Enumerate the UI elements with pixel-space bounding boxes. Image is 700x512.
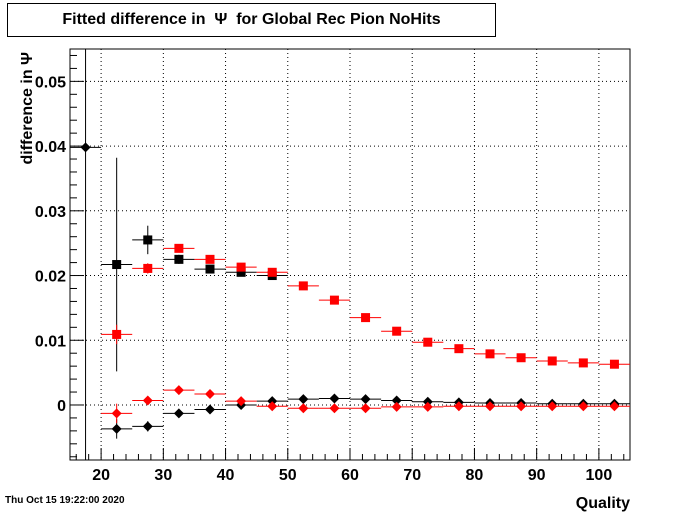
square-marker [236, 267, 246, 277]
diamond-marker [578, 401, 589, 412]
diamond-marker [422, 401, 433, 412]
diamond-marker [80, 142, 91, 153]
square-marker [547, 356, 557, 366]
y-tick-label: 0.02 [35, 269, 66, 286]
square-marker [361, 313, 371, 323]
axis-ticks [70, 54, 625, 460]
square-marker [267, 267, 277, 277]
square-marker [112, 260, 122, 270]
diamond-marker [453, 401, 464, 412]
diamond-marker [111, 423, 122, 434]
diamond-marker [422, 396, 433, 407]
square-marker [485, 349, 495, 359]
diamond-marker [391, 401, 402, 412]
square-marker [143, 263, 153, 273]
square-marker [236, 262, 246, 272]
square-marker [454, 344, 464, 354]
diamond-marker [360, 403, 371, 414]
timestamp: Thu Oct 15 19:22:00 2020 [5, 495, 125, 506]
y-tick-label: 0.03 [35, 204, 66, 221]
x-tick-label: 100 [586, 467, 613, 484]
x-tick-label: 90 [528, 467, 546, 484]
square-marker [174, 254, 184, 264]
diamond-marker [329, 403, 340, 414]
diamond-marker [111, 408, 122, 419]
diamond-marker [173, 408, 184, 419]
chart-title: Fitted difference in Ψ for Global Rec Pi… [7, 3, 496, 37]
square-marker [174, 243, 184, 253]
x-tick-label: 20 [92, 467, 110, 484]
tick-labels: 20 30 40 50 60 70 80 90 100 0 0.01 0.02 0.03 0.04 0.05 [35, 74, 612, 484]
data-points [70, 49, 630, 460]
diamond-marker [173, 385, 184, 396]
diamond-marker [391, 395, 402, 406]
diamond-marker [360, 394, 371, 405]
square-marker [298, 281, 308, 291]
x-tick-label: 50 [279, 467, 297, 484]
square-marker [392, 326, 402, 336]
diamond-marker [142, 421, 153, 432]
square-marker [112, 329, 122, 339]
y-tick-label: 0 [57, 398, 66, 415]
x-tick-label: 80 [466, 467, 484, 484]
x-tick-label: 30 [154, 467, 172, 484]
diamond-marker [236, 396, 247, 407]
diamond-marker [516, 401, 527, 412]
diamond-marker [329, 393, 340, 404]
x-tick-label: 40 [217, 467, 235, 484]
diamond-marker [547, 401, 558, 412]
diamond-marker [267, 396, 278, 407]
diamond-marker [485, 401, 495, 412]
y-tick-label: 0.05 [35, 74, 66, 91]
square-marker [609, 359, 619, 369]
square-marker [516, 353, 526, 363]
diamond-marker [267, 401, 278, 412]
square-marker [205, 254, 215, 264]
diamond-marker [142, 395, 153, 406]
x-axis-label: Quality [576, 495, 630, 512]
diamond-marker [205, 404, 215, 415]
data-series [101, 157, 288, 372]
diamond-marker [609, 401, 620, 412]
x-tick-label: 70 [403, 467, 421, 484]
y-axis-label: difference in Ψ [19, 52, 36, 165]
x-tick-label: 60 [341, 467, 359, 484]
square-marker [205, 264, 215, 274]
grid-lines [70, 49, 630, 460]
square-marker [578, 358, 588, 368]
data-series [70, 49, 630, 460]
square-marker [423, 337, 433, 347]
diamond-marker [298, 403, 309, 414]
square-marker [329, 295, 339, 305]
diamond-marker [298, 394, 309, 405]
square-marker [143, 235, 153, 245]
data-series [101, 243, 630, 369]
data-series [101, 385, 630, 424]
y-tick-label: 0.04 [35, 139, 66, 156]
diamond-marker [205, 388, 215, 399]
y-tick-label: 0.01 [35, 333, 66, 350]
